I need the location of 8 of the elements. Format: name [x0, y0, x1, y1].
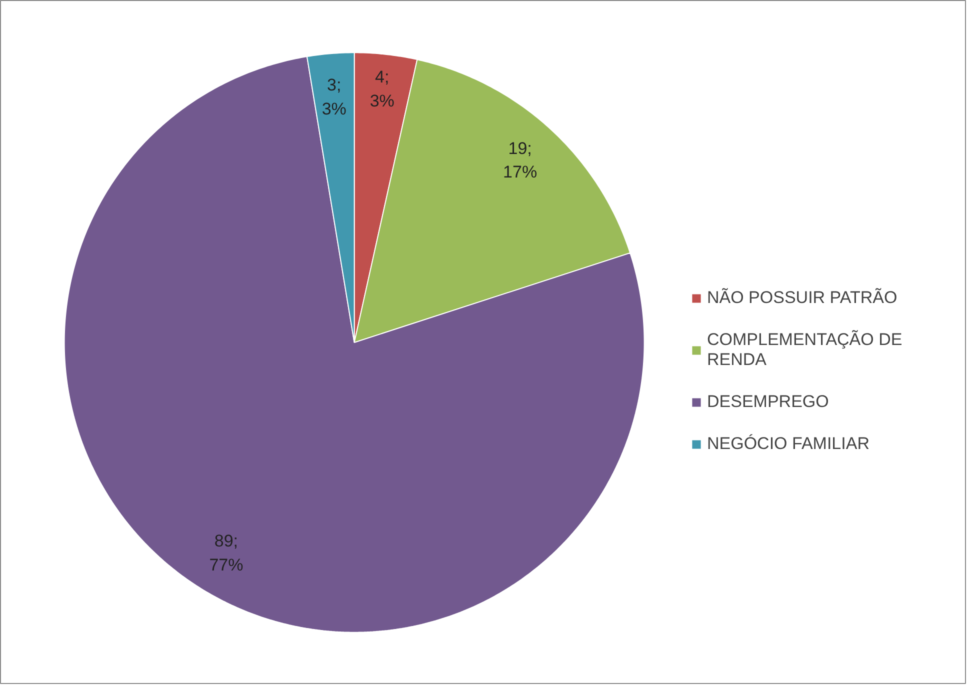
data-label: 3; 3% — [322, 76, 346, 118]
legend-label: DESEMPREGO — [707, 392, 829, 412]
data-label: 89; 77% — [209, 532, 244, 574]
data-label: 19; 17% — [503, 138, 538, 182]
legend-label: NEGÓCIO FAMILIAR — [707, 434, 870, 454]
data-label: 4; 3% — [370, 68, 394, 110]
legend-label: COMPLEMENTAÇÃO DE RENDA — [707, 330, 902, 370]
legend-label: NÃO POSSUIR PATRÃO — [707, 288, 898, 308]
